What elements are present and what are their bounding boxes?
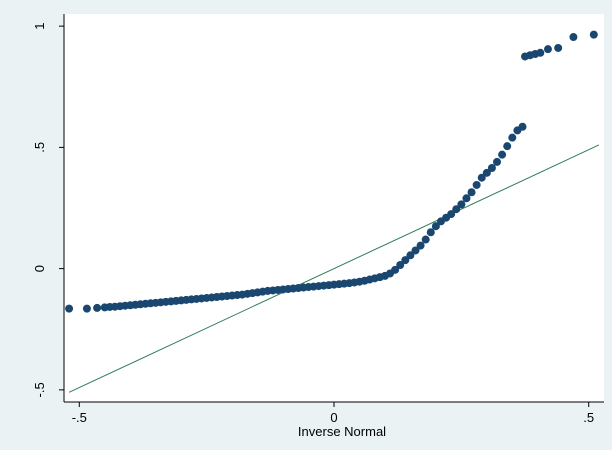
x-axis-ticks: -.5 0 .5: [72, 402, 594, 425]
data-point: [487, 163, 496, 172]
data-point: [518, 122, 527, 131]
x-tick-label: -.5: [72, 410, 87, 425]
data-point: [498, 150, 507, 159]
data-point: [457, 200, 466, 209]
y-tick-label: .5: [32, 142, 47, 153]
data-point: [493, 157, 502, 166]
plot-area: [64, 14, 604, 402]
data-point: [447, 210, 456, 219]
data-points: [65, 30, 598, 313]
data-point: [426, 228, 435, 237]
data-point: [93, 303, 102, 312]
data-point: [421, 235, 430, 244]
data-point: [82, 304, 91, 313]
data-point: [391, 265, 400, 274]
data-point: [536, 48, 545, 57]
x-axis-label: Inverse Normal: [298, 424, 386, 439]
reference-line: [68, 144, 600, 393]
data-point: [416, 241, 425, 250]
data-point: [569, 33, 578, 42]
data-point: [543, 45, 552, 54]
data-point: [396, 260, 405, 269]
data-point: [508, 133, 517, 142]
data-point: [477, 173, 486, 182]
y-axis-ticks: -.5 0 .5 1: [32, 23, 64, 397]
x-tick-label: .5: [583, 410, 594, 425]
data-point: [452, 205, 461, 214]
data-point: [554, 43, 563, 52]
data-point: [406, 251, 415, 260]
data-point: [467, 188, 476, 197]
y-tick-label: -.5: [32, 382, 47, 397]
y-tick-label: 0: [32, 265, 47, 272]
data-point: [431, 222, 440, 231]
data-point: [482, 168, 491, 177]
data-point: [411, 246, 420, 255]
data-point: [462, 194, 471, 203]
data-point: [65, 304, 74, 313]
y-tick-label: 1: [32, 23, 47, 30]
data-point: [589, 30, 598, 39]
data-point: [401, 256, 410, 265]
data-point: [503, 142, 512, 151]
data-point: [472, 180, 481, 189]
x-tick-label: 0: [330, 410, 337, 425]
